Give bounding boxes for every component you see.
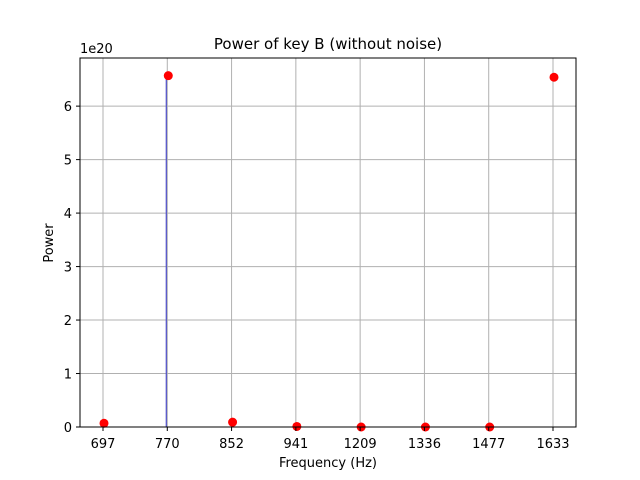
y-tick-label: 1	[64, 368, 72, 383]
data-points	[99, 71, 559, 432]
x-tick-label: 941	[283, 437, 308, 452]
y-axis-ticks: 0 1 2 3 4 5 6	[64, 100, 80, 436]
data-point	[549, 72, 559, 82]
plot-frame	[79, 57, 577, 428]
y-tick-label: 0	[64, 421, 72, 436]
y-tick-label: 5	[64, 154, 72, 169]
chart-title: Power of key B (without noise)	[214, 35, 442, 53]
data-point	[163, 71, 173, 81]
x-tick-label: 1633	[536, 437, 569, 452]
grid	[80, 58, 576, 428]
x-axis-label: Frequency (Hz)	[279, 456, 377, 471]
y-multiplier-label: 1e20	[80, 42, 113, 57]
x-tick-label: 1477	[472, 437, 505, 452]
data-point	[99, 418, 109, 428]
x-tick-label: 770	[155, 437, 180, 452]
y-axis-label: Power	[42, 223, 57, 263]
x-axis-ticks: 697 770 852 941 1209 1336 1477 1633	[91, 427, 570, 452]
x-tick-label: 852	[219, 437, 244, 452]
y-tick-label: 4	[64, 207, 72, 222]
data-point	[228, 417, 238, 427]
y-tick-label: 6	[64, 100, 72, 115]
y-tick-label: 2	[64, 314, 72, 329]
y-tick-label: 3	[64, 261, 72, 276]
data-point	[292, 421, 302, 431]
x-tick-label: 1209	[344, 437, 377, 452]
x-tick-label: 697	[91, 437, 116, 452]
x-tick-label: 1336	[408, 437, 441, 452]
